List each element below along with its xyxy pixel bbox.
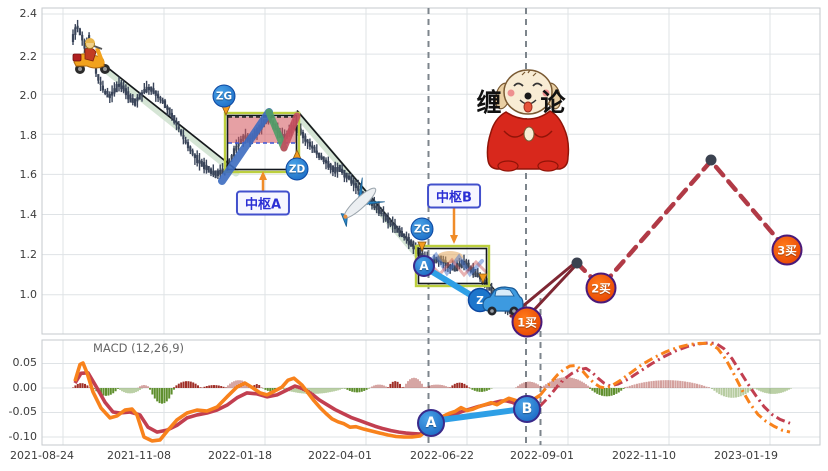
dog-mascot-image bbox=[486, 69, 570, 172]
price-tick-label: 1.8 bbox=[19, 129, 38, 142]
pivot-a-label: 中枢A bbox=[235, 190, 291, 216]
zg-marker-pivot-b: ZG bbox=[410, 217, 434, 241]
buy-point-2-badge: 2买 bbox=[585, 272, 617, 304]
buy-point-1-badge: 1买 bbox=[511, 306, 543, 338]
price-tick-label: 1.4 bbox=[19, 208, 38, 221]
pivot-b-label: 中枢B bbox=[427, 183, 481, 209]
macd-lines bbox=[73, 341, 791, 443]
date-tick-label: 2022-04-01 bbox=[308, 449, 372, 462]
date-tick-label: 2022-01-18 bbox=[208, 449, 272, 462]
date-tick-label: 2022-11-10 bbox=[612, 449, 676, 462]
date-tick-label: 2022-09-01 bbox=[510, 449, 574, 462]
price-tick-label: 1.2 bbox=[19, 248, 38, 261]
date-tick-label: 2021-11-08 bbox=[107, 449, 171, 462]
date-tick-label: 2021-08-24 bbox=[10, 449, 74, 462]
macd-indicator-label: MACD (12,26,9) bbox=[93, 341, 184, 355]
pin-icons bbox=[221, 105, 488, 284]
price-tick-label: 2.2 bbox=[19, 50, 38, 63]
pivot-box-a bbox=[218, 108, 301, 185]
zd-marker-pivot-a: ZD bbox=[285, 157, 309, 181]
arrow-icons bbox=[259, 171, 458, 244]
mascot-char-left: 缠 bbox=[476, 88, 502, 117]
macd-tick-label: -0.10 bbox=[8, 430, 37, 443]
macd-b-marker: B bbox=[513, 395, 541, 423]
date-tick-label: 2023-01-19 bbox=[714, 449, 778, 462]
grid-lines bbox=[41, 7, 821, 446]
macd-tick-label: 0.00 bbox=[12, 381, 38, 394]
mascot-char-right: 论 bbox=[540, 88, 566, 117]
macd-a-marker: A bbox=[417, 409, 445, 437]
price-tick-label: 1.0 bbox=[19, 288, 38, 301]
car-icon bbox=[482, 286, 524, 316]
buy-point-3-badge: 3买 bbox=[771, 234, 803, 266]
svg-text:Z: Z bbox=[476, 295, 484, 307]
scooter-icon bbox=[72, 38, 110, 74]
macd-tick-label: -0.05 bbox=[8, 405, 37, 418]
price-tick-label: 2.0 bbox=[19, 89, 38, 102]
projection-path bbox=[509, 154, 789, 328]
segment-a-marker: A bbox=[413, 255, 435, 277]
airplane-icon bbox=[340, 177, 385, 227]
date-tick-label: 2022-06-22 bbox=[410, 449, 474, 462]
zg-marker-pivot-a: ZG bbox=[212, 84, 236, 108]
price-tick-label: 1.6 bbox=[19, 168, 38, 181]
macd-histogram bbox=[72, 377, 792, 404]
macd-tick-label: 0.05 bbox=[12, 356, 38, 369]
price-tick-label: 2.4 bbox=[19, 7, 38, 20]
